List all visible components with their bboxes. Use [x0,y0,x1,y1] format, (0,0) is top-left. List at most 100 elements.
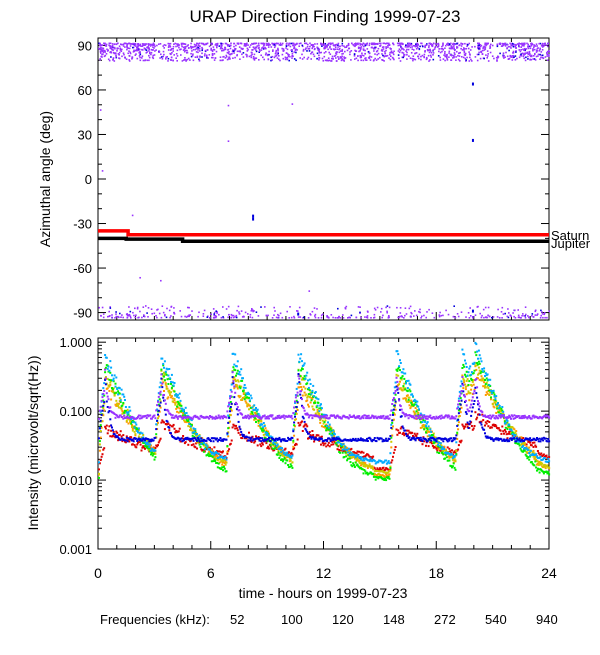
intensity-point [238,381,240,383]
scatter-point [540,315,542,317]
scatter-point [275,51,277,53]
scatter-point [531,315,533,317]
scatter-point [114,60,116,62]
scatter-point [485,48,487,50]
intensity-point [307,379,309,381]
scatter-point [191,310,193,312]
scatter-point [393,54,395,56]
intensity-point [190,428,192,430]
scatter-point [336,53,338,55]
intensity-point [415,407,417,409]
scatter-point [339,46,341,48]
intensity-point [300,353,302,355]
scatter-point [505,45,507,47]
scatter-point [438,45,440,47]
intensity-point [493,399,495,401]
scatter-point [515,317,517,319]
scatter-point [306,43,308,45]
scatter-point [438,43,440,45]
scatter-point [418,56,420,58]
scatter-point [251,57,253,59]
intensity-point [310,383,312,385]
scatter-point [412,48,414,50]
scatter-point [441,51,443,53]
scatter-point [344,51,346,53]
scatter-point [408,43,410,45]
intensity-point [311,430,313,432]
intensity-point [99,443,101,445]
intensity-point [249,405,251,407]
scatter-point [529,53,531,55]
scatter-point [523,44,525,46]
scatter-point [128,306,130,308]
scatter-point [249,316,251,318]
intensity-point [474,370,476,372]
intensity-point [472,381,474,383]
scatter-point [463,57,465,59]
intensity-point [371,465,373,467]
intensity-point [200,437,202,439]
scatter-point [127,317,129,319]
intensity-point [160,422,162,424]
intensity-point [389,478,391,480]
scatter-point [523,54,525,56]
scatter-point [245,312,247,314]
scatter-point [122,317,124,319]
scatter-point [228,52,230,54]
intensity-point [527,456,529,458]
intensity-point [225,464,227,466]
scatter-point [485,54,487,56]
intensity-point [185,407,187,409]
scatter-point [481,317,483,319]
scatter-point [295,60,297,62]
scatter-outlier [132,215,134,217]
intensity-point [248,432,250,434]
scatter-point [124,57,126,59]
scatter-point [468,51,470,53]
scatter-point [358,306,360,308]
scatter-point [101,47,103,49]
scatter-point [166,308,168,310]
scatter-point [429,49,431,51]
scatter-point [257,45,259,47]
intensity-point [427,428,429,430]
intensity-point [440,442,442,444]
scatter-point [318,57,320,59]
scatter-point [162,305,164,307]
intensity-point [312,434,314,436]
scatter-point [544,317,546,319]
intensity-point [178,403,180,405]
scatter-point [337,48,339,50]
intensity-point [193,427,195,429]
intensity-point [265,432,267,434]
scatter-point [282,317,284,319]
scatter-point [225,49,227,51]
intensity-point [171,374,173,376]
scatter-point [382,50,384,52]
intensity-point [501,406,503,408]
scatter-point [451,55,453,57]
scatter-point [222,306,224,308]
scatter-point [529,59,531,61]
scatter-point [339,52,341,54]
intensity-point [254,417,256,419]
scatter-point [139,49,141,51]
intensity-point [462,364,464,366]
scatter-point [168,46,170,48]
scatter-point [256,311,258,313]
intensity-point [385,479,387,481]
scatter-point [508,46,510,48]
intensity-point [172,381,174,383]
scatter-point [276,317,278,319]
scatter-point [187,45,189,47]
scatter-point [387,45,389,47]
intensity-point [200,443,202,445]
intensity-point [118,407,120,409]
intensity-point [122,394,124,396]
scatter-point [520,51,522,53]
scatter-point [338,43,340,45]
scatter-point [445,310,447,312]
intensity-point [506,433,508,435]
intensity-point [172,398,174,400]
scatter-point [233,317,235,319]
